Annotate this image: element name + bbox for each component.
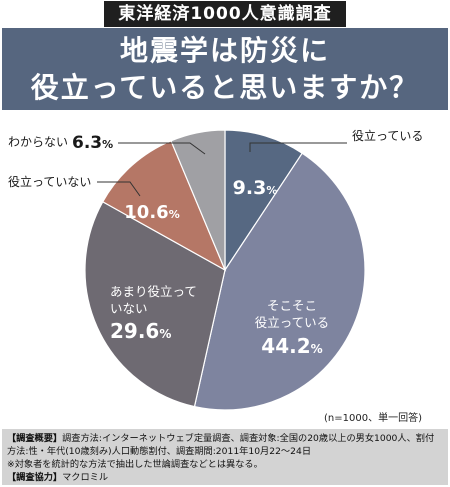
survey-overview-tag: 【調査概要】 bbox=[7, 433, 63, 444]
slice-dont-know-value: 6.3% bbox=[72, 133, 113, 153]
slice-not-very-useful-value: 29.6% bbox=[110, 319, 171, 343]
slice-somewhat-useful-label-2: 役立っている bbox=[255, 315, 329, 330]
survey-cooperation-tag: 【調査協力】 bbox=[7, 472, 63, 483]
slice-not-useful-label: 役立っていない bbox=[8, 174, 91, 189]
survey-overview-text-1: 調査方法:インターネットウェブ定量調査、調査対象:全国の20歳以上の男女1000… bbox=[62, 433, 435, 444]
slice-not-useful-value: 10.6% bbox=[124, 202, 179, 223]
pie-chart: 9.3%役立っているそこそこ役立っている44.2%あまり役立っていない29.6%… bbox=[8, 128, 423, 411]
question-title-line1: 地震学は防災に bbox=[119, 34, 330, 67]
sample-note: (n=1000、単一回答) bbox=[324, 413, 422, 424]
slice-not-useful-leader-line bbox=[97, 181, 141, 197]
slice-not-useful bbox=[101, 140, 227, 272]
survey-caveat: ※対象者を統計的な方法で抽出した世論調査などとは異なる。 bbox=[7, 459, 263, 470]
slice-not-very-useful bbox=[84, 200, 226, 408]
pie-chart-area: 9.3% 役立っている そこそこ 役立っている 44.2% あまり役立って いない 29.6%… bbox=[0, 112, 450, 430]
survey-series-label: 東洋経済1000人意識調査 bbox=[104, 1, 346, 27]
survey-notes: 【調査概要】調査方法:インターネットウェブ定量調査、調査対象:全国の20歳以上の… bbox=[2, 429, 448, 485]
question-title-line2: 役立っていると思いますか？ bbox=[30, 71, 420, 104]
slice-useful-leader-line bbox=[249, 142, 347, 152]
slice-not-very-useful-label-2: いない bbox=[110, 301, 148, 316]
slice-dont-know-leader-line bbox=[118, 142, 206, 155]
slice-dont-know-label: わからない bbox=[8, 135, 68, 149]
survey-series-bar: 東洋経済1000人意識調査 bbox=[0, 0, 450, 28]
slice-somewhat-useful-label-1: そこそこ bbox=[267, 298, 317, 313]
survey-cooperation: 【調査協力】マクロミル bbox=[7, 471, 443, 484]
slice-not-very-useful-label-1: あまり役立って bbox=[110, 284, 197, 299]
slice-somewhat-useful-value: 44.2% bbox=[261, 334, 322, 358]
slice-dont-know bbox=[170, 129, 226, 271]
survey-overview-line1: 【調査概要】調査方法:インターネットウェブ定量調査、調査対象:全国の20歳以上の… bbox=[7, 432, 443, 445]
slice-useful-value: 9.3% bbox=[233, 177, 278, 199]
survey-cooperation-text: マクロミル bbox=[62, 472, 109, 483]
slice-useful bbox=[224, 129, 304, 272]
slice-useful-label: 役立っている bbox=[352, 128, 423, 143]
question-title: 地震学は防災に 役立っていると思いますか？ bbox=[2, 28, 448, 110]
survey-overview-line2: 方法:性・年代(10歳刻み)人口動態割付、調査期間:2011年10月22〜24日 bbox=[7, 446, 312, 457]
slice-somewhat-useful bbox=[193, 152, 366, 411]
